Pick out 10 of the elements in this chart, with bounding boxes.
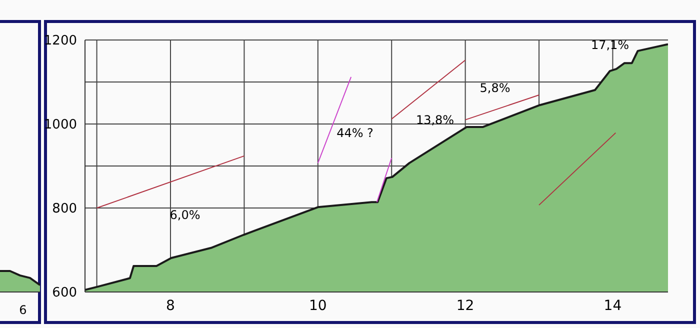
x-tick-label: 8 xyxy=(166,298,175,314)
annotation: 5,8% xyxy=(480,81,510,95)
x-tick-label: 10 xyxy=(308,298,327,314)
annotation: 44% ? xyxy=(336,126,374,140)
annotation: 13,8% xyxy=(416,113,454,127)
text: 6 xyxy=(19,303,27,317)
y-tick-label: 800 xyxy=(52,202,77,217)
x-tick-label: 14 xyxy=(604,298,622,314)
x-tick-label: 12 xyxy=(456,298,474,314)
y-tick-label: 600 xyxy=(52,286,77,301)
